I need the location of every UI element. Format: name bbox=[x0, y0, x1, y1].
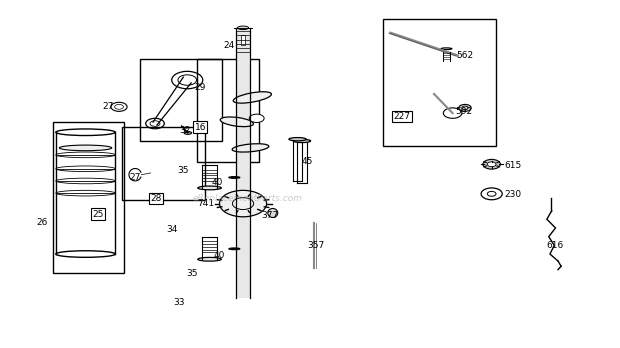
Ellipse shape bbox=[198, 186, 221, 190]
Text: 24: 24 bbox=[224, 41, 235, 50]
Ellipse shape bbox=[232, 144, 269, 152]
Ellipse shape bbox=[237, 26, 249, 30]
Text: 33: 33 bbox=[173, 298, 184, 307]
Text: 616: 616 bbox=[546, 241, 564, 250]
Text: 28: 28 bbox=[151, 194, 162, 203]
Text: 40: 40 bbox=[212, 178, 223, 187]
Text: 32: 32 bbox=[179, 126, 190, 135]
Circle shape bbox=[219, 190, 267, 217]
Bar bbox=[241, 35, 245, 45]
Bar bbox=[236, 28, 250, 298]
Ellipse shape bbox=[184, 132, 192, 134]
Text: 592: 592 bbox=[455, 107, 472, 116]
Text: 227: 227 bbox=[393, 112, 410, 121]
Text: 45: 45 bbox=[301, 157, 312, 166]
Text: 230: 230 bbox=[505, 190, 522, 199]
Text: 27: 27 bbox=[130, 173, 141, 182]
Bar bbox=[122, 127, 205, 200]
Ellipse shape bbox=[229, 176, 240, 179]
Circle shape bbox=[483, 159, 500, 169]
Bar bbox=[383, 19, 496, 146]
Ellipse shape bbox=[268, 208, 278, 218]
Ellipse shape bbox=[233, 92, 272, 103]
Text: 615: 615 bbox=[505, 161, 522, 170]
Ellipse shape bbox=[60, 145, 112, 151]
Text: 16: 16 bbox=[195, 122, 206, 132]
Bar bbox=[197, 59, 259, 162]
Circle shape bbox=[459, 104, 471, 111]
Ellipse shape bbox=[441, 48, 452, 50]
Text: 27: 27 bbox=[103, 102, 114, 111]
Text: 741: 741 bbox=[197, 199, 215, 208]
Text: 357: 357 bbox=[308, 241, 325, 250]
Text: 40: 40 bbox=[213, 251, 224, 260]
Text: eReplacementParts.com: eReplacementParts.com bbox=[193, 194, 303, 203]
Ellipse shape bbox=[293, 139, 311, 143]
Text: 377: 377 bbox=[261, 211, 278, 220]
Text: 35: 35 bbox=[178, 166, 189, 175]
Ellipse shape bbox=[220, 117, 254, 127]
Ellipse shape bbox=[289, 137, 306, 141]
Ellipse shape bbox=[198, 258, 221, 261]
Text: 26: 26 bbox=[37, 218, 48, 227]
Bar bbox=[140, 59, 222, 141]
Text: 34: 34 bbox=[167, 225, 178, 234]
Circle shape bbox=[487, 162, 496, 167]
Text: 29: 29 bbox=[194, 82, 205, 92]
Text: 25: 25 bbox=[92, 209, 104, 219]
Text: 562: 562 bbox=[456, 51, 474, 60]
Circle shape bbox=[249, 114, 264, 122]
Text: 35: 35 bbox=[187, 269, 198, 278]
Ellipse shape bbox=[229, 248, 240, 250]
Bar bbox=[53, 122, 124, 273]
